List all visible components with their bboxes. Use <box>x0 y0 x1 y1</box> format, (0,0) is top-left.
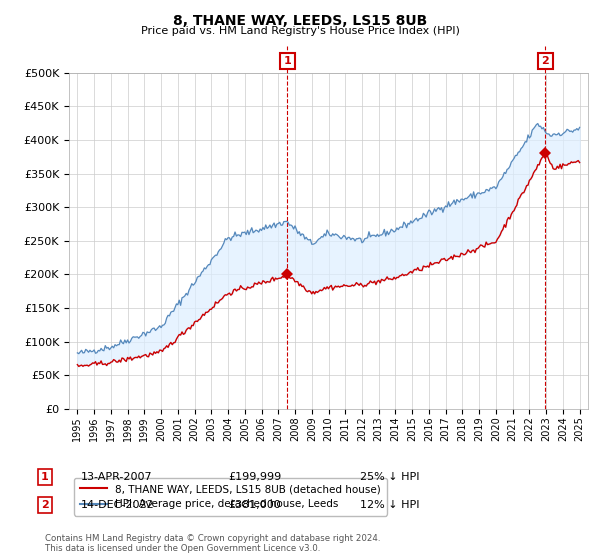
Text: 1: 1 <box>284 56 292 66</box>
Text: £381,000: £381,000 <box>228 500 281 510</box>
Text: 25% ↓ HPI: 25% ↓ HPI <box>360 472 419 482</box>
Legend: 8, THANE WAY, LEEDS, LS15 8UB (detached house), HPI: Average price, detached hou: 8, THANE WAY, LEEDS, LS15 8UB (detached … <box>74 478 387 516</box>
Text: 2: 2 <box>541 56 549 66</box>
Text: 13-APR-2007: 13-APR-2007 <box>81 472 152 482</box>
Text: Price paid vs. HM Land Registry's House Price Index (HPI): Price paid vs. HM Land Registry's House … <box>140 26 460 36</box>
Text: 8, THANE WAY, LEEDS, LS15 8UB: 8, THANE WAY, LEEDS, LS15 8UB <box>173 14 427 28</box>
Text: 12% ↓ HPI: 12% ↓ HPI <box>360 500 419 510</box>
Text: £199,999: £199,999 <box>228 472 281 482</box>
Text: 2: 2 <box>41 500 49 510</box>
Text: 14-DEC-2022: 14-DEC-2022 <box>81 500 155 510</box>
Text: 1: 1 <box>41 472 49 482</box>
Text: Contains HM Land Registry data © Crown copyright and database right 2024.
This d: Contains HM Land Registry data © Crown c… <box>45 534 380 553</box>
